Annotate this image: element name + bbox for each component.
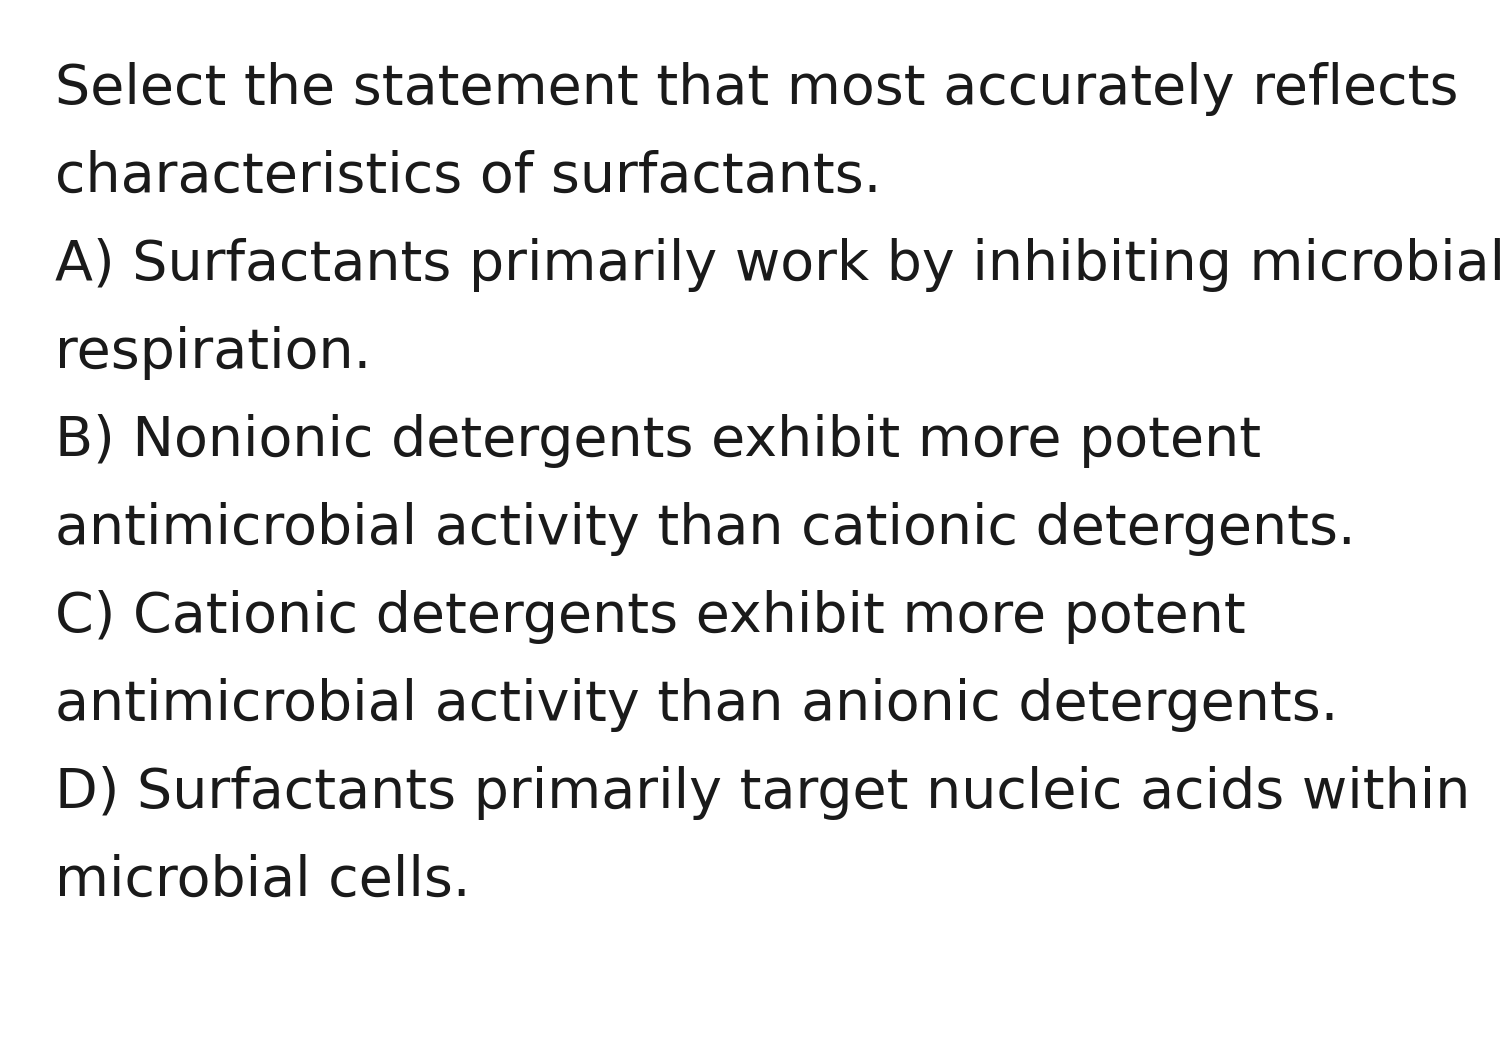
Text: respiration.: respiration.: [56, 326, 372, 380]
Text: A) Surfactants primarily work by inhibiting microbial: A) Surfactants primarily work by inhibit…: [56, 238, 1500, 292]
Text: C) Cationic detergents exhibit more potent: C) Cationic detergents exhibit more pote…: [56, 590, 1245, 644]
Text: microbial cells.: microbial cells.: [56, 854, 471, 908]
Text: antimicrobial activity than cationic detergents.: antimicrobial activity than cationic det…: [56, 502, 1356, 556]
Text: D) Surfactants primarily target nucleic acids within: D) Surfactants primarily target nucleic …: [56, 766, 1470, 820]
Text: antimicrobial activity than anionic detergents.: antimicrobial activity than anionic dete…: [56, 678, 1338, 732]
Text: characteristics of surfactants.: characteristics of surfactants.: [56, 150, 882, 204]
Text: B) Nonionic detergents exhibit more potent: B) Nonionic detergents exhibit more pote…: [56, 414, 1262, 468]
Text: Select the statement that most accurately reflects: Select the statement that most accuratel…: [56, 62, 1458, 116]
